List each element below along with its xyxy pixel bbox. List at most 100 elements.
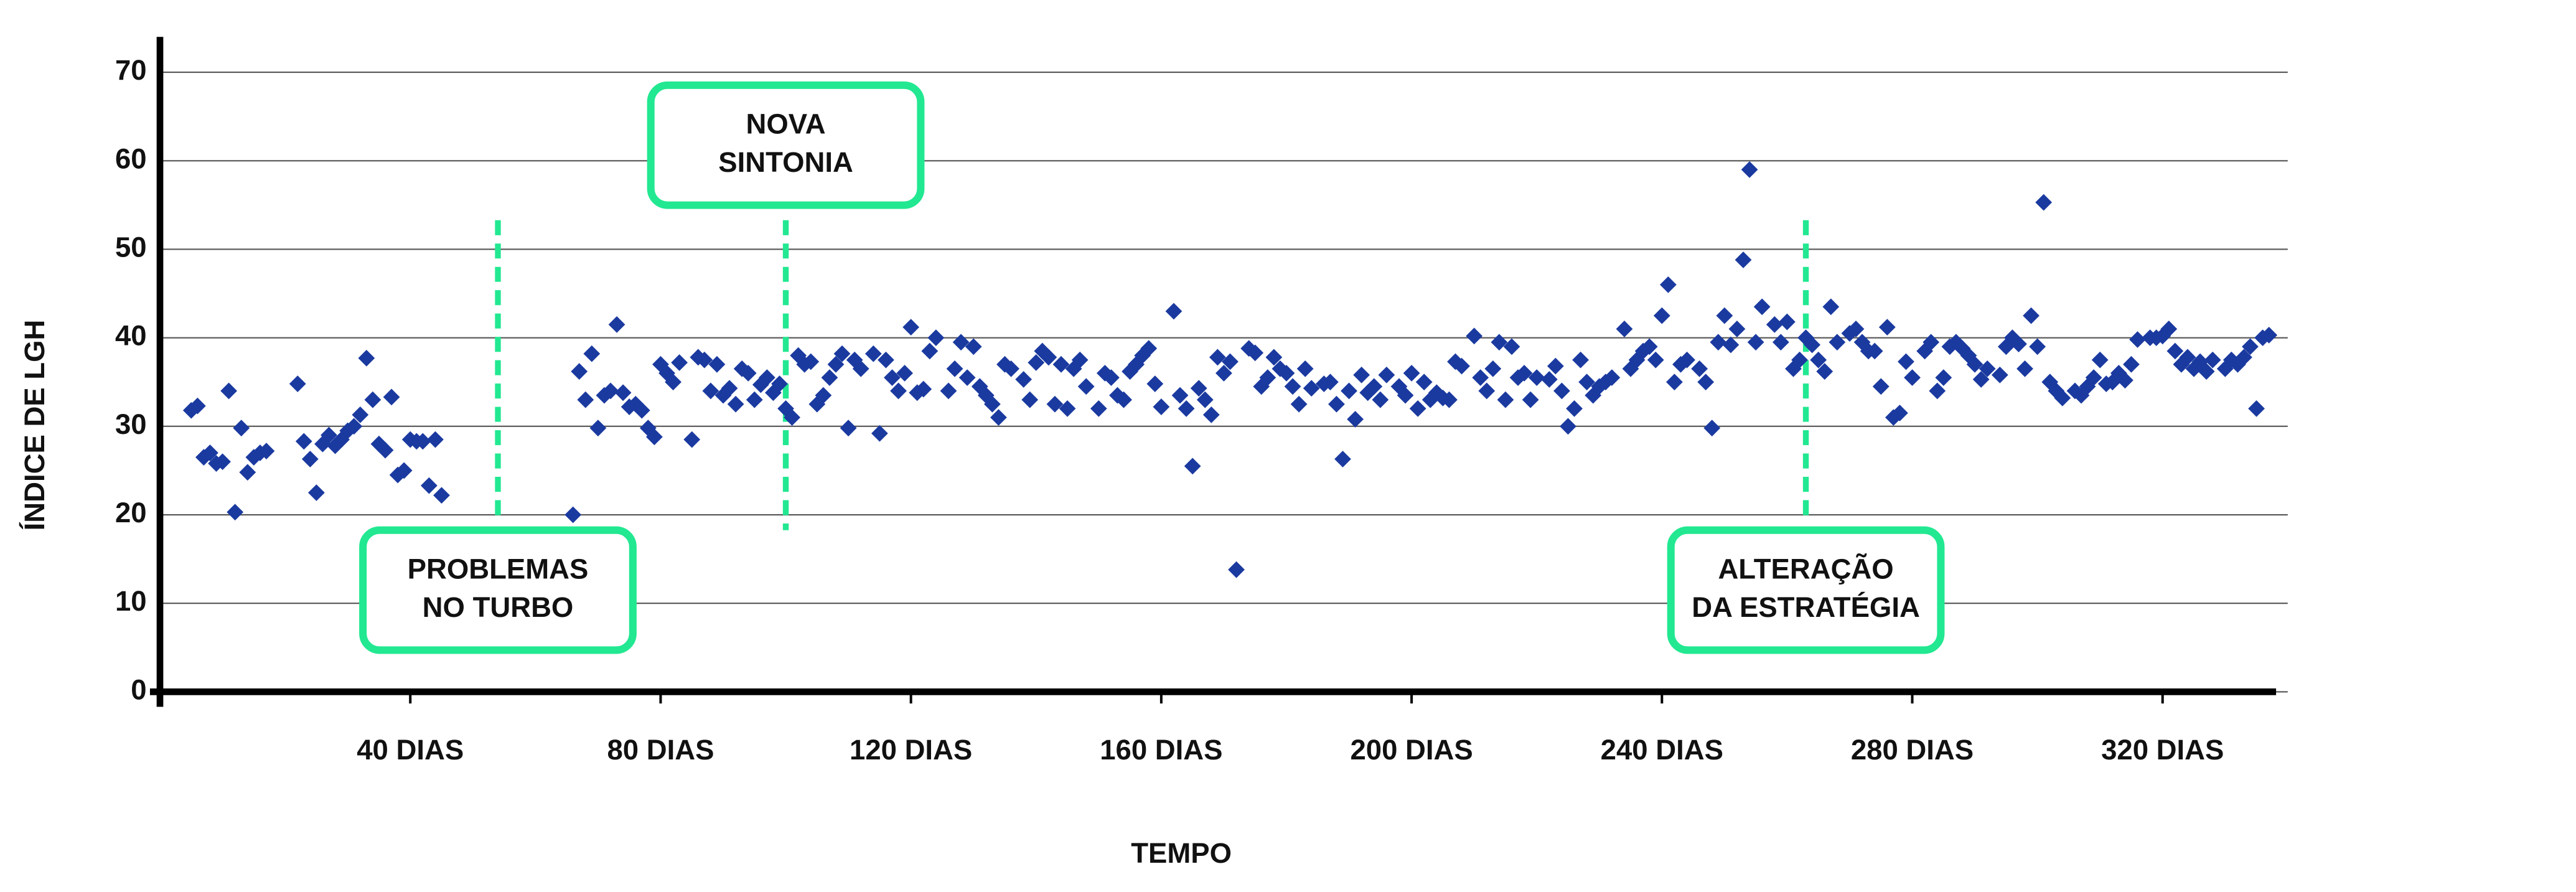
data-point [1341,382,1357,400]
data-point [421,477,438,494]
annotation-text: ALTERAÇÃO [1718,553,1893,584]
data-point [1077,378,1095,395]
data-point [815,387,832,404]
annotation-text: DA ESTRATÉGIA [1692,591,1920,623]
data-point [990,409,1007,426]
data-point [227,504,244,521]
data-point [746,391,763,408]
data-point [1378,366,1395,383]
data-point [583,345,601,362]
data-point [364,391,382,408]
data-point [2123,355,2140,373]
data-point [1015,371,1033,388]
data-point [1960,347,1977,364]
data-point [1328,395,1345,413]
data-point [1659,276,1677,293]
data-point [1202,406,1220,423]
x-axis-title: TEMPO [1131,837,1232,869]
data-point [696,351,713,369]
data-point [790,347,807,364]
data-point [1347,411,1364,428]
data-point [1071,351,1089,369]
data-point [395,462,413,479]
data-point [1735,251,1752,268]
data-point [952,334,970,351]
data-point [1753,298,1771,316]
x-tick-label: 200 DIAS [1350,734,1473,766]
data-point [802,353,820,370]
data-point [1228,561,1245,578]
data-point [1522,391,1539,408]
data-point [1540,371,1558,388]
data-point [1503,338,1520,355]
data-point [2204,351,2221,369]
data-point [665,373,681,391]
data-point [433,487,450,504]
data-point [784,409,800,426]
data-point [1165,303,1183,320]
data-point [771,375,788,392]
data-point [2166,342,2184,360]
data-point [1515,365,1533,382]
data-point [1716,307,1733,324]
data-point [683,431,701,448]
data-point [1021,391,1039,408]
data-point [646,428,663,446]
data-point [1466,327,1483,345]
data-point [1296,360,1314,377]
data-point [1653,307,1670,324]
data-point [1028,354,1045,371]
data-point [571,363,588,380]
data-point [577,391,594,408]
data-point [1710,334,1727,351]
data-point [2029,338,2046,355]
x-tick-label: 320 DIAS [2101,734,2224,766]
data-point [1966,355,1984,373]
data-point [1052,355,1070,373]
data-point [308,484,325,501]
data-point [1090,400,1107,417]
annotation-box [647,81,925,209]
data-point [258,443,275,460]
data-point [896,365,913,382]
data-point [2016,360,2033,377]
x-tick-label: 160 DIAS [1100,734,1222,766]
data-point [1553,382,1570,400]
data-point [1703,420,1721,437]
annotation-box [359,526,637,654]
data-point [1397,387,1414,404]
data-point [1804,336,1821,354]
data-point [983,395,1001,413]
data-point [833,345,851,362]
data-point [295,433,312,450]
data-point [864,345,882,362]
data-point [1972,371,1990,388]
data-point [1560,418,1576,435]
data-point [1278,365,1295,382]
data-point [1904,369,1921,387]
data-point [2023,307,2040,324]
data-point [1866,342,1883,360]
data-point [189,397,206,415]
data-point [2260,327,2278,344]
data-point [2160,321,2178,337]
data-point [1497,391,1514,408]
data-point [921,342,939,360]
data-point [202,444,218,461]
data-point [1140,340,1158,357]
data-point [2054,389,2071,406]
data-point [827,355,845,373]
data-point [2198,363,2215,380]
y-tick-label: 20 [115,497,147,528]
data-point [1415,373,1433,391]
data-point [589,420,607,437]
y-tick-label: 40 [115,320,147,352]
data-point [702,382,719,400]
data-point [427,431,444,448]
data-point [377,441,394,459]
data-point [1878,319,1896,336]
data-point [1153,398,1170,415]
data-point [927,329,945,347]
data-point [239,464,256,481]
